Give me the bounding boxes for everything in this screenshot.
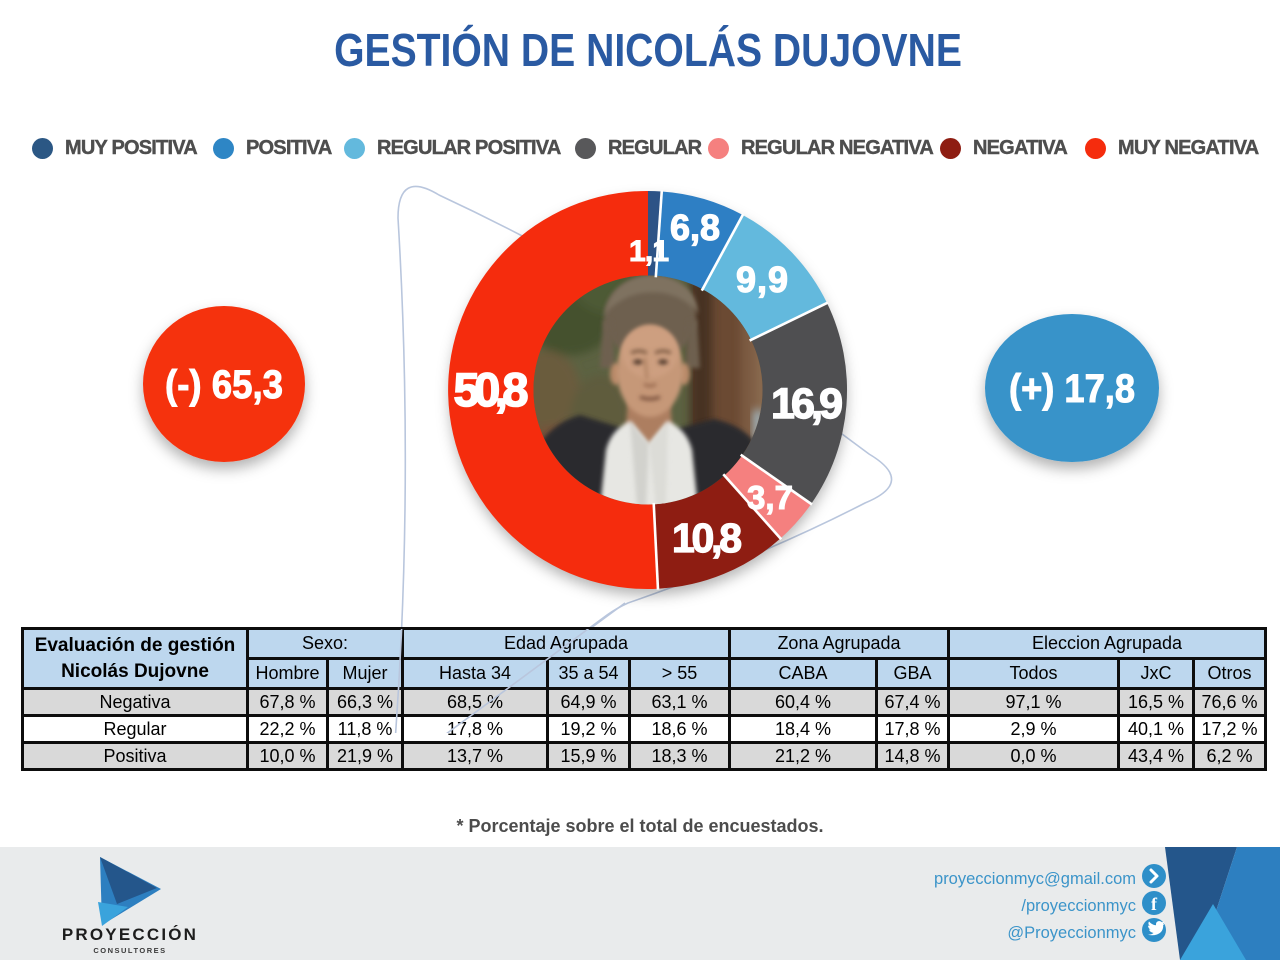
svg-text:9,9: 9,9 (736, 259, 788, 300)
svg-text:16,9: 16,9 (771, 380, 843, 428)
svg-text:10,8: 10,8 (672, 515, 742, 561)
svg-text:50,8: 50,8 (454, 363, 529, 416)
svg-text:f: f (1151, 894, 1158, 914)
svg-text:(-) 65,3: (-) 65,3 (165, 363, 283, 407)
svg-text:3,7: 3,7 (747, 479, 793, 516)
svg-text:1,1: 1,1 (629, 235, 669, 268)
svg-text:(+) 17,8: (+) 17,8 (1009, 367, 1135, 411)
svg-text:CONSULTORES: CONSULTORES (93, 946, 166, 955)
svg-text:6,8: 6,8 (670, 207, 720, 248)
svg-text:PROYECCIÓN: PROYECCIÓN (62, 925, 198, 944)
